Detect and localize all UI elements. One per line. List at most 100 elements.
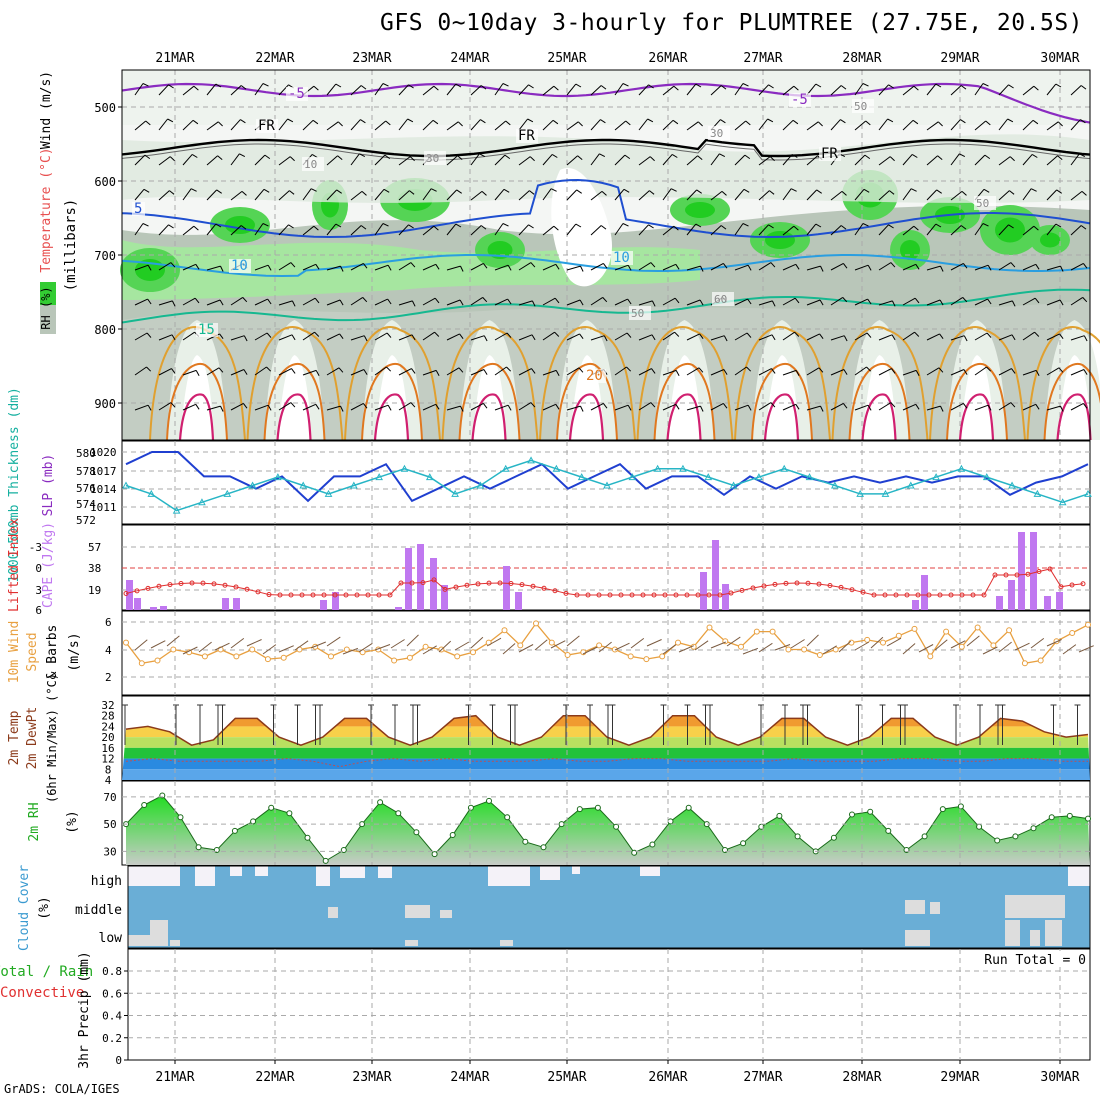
wind-barb-shaft — [614, 264, 629, 271]
wind-barb-shaft — [566, 83, 577, 96]
wind-barb-flag — [314, 297, 320, 304]
wind-barb-shaft — [830, 85, 842, 96]
wind-barb-shaft — [1022, 225, 1035, 236]
wind-barb-shaft — [470, 119, 481, 131]
wind-barb-shaft — [1022, 297, 1036, 306]
wind-barb-flag — [1010, 402, 1016, 408]
cloud-level-label: middle — [75, 903, 122, 918]
rh2m-marker — [849, 811, 855, 818]
wind10-marker — [958, 643, 965, 650]
wind-barb-shaft — [758, 300, 773, 306]
lifted-index-marker — [849, 587, 855, 593]
rh2m-marker — [268, 804, 275, 811]
wind-barb-flag — [554, 297, 560, 304]
cape-bar — [1018, 532, 1025, 610]
wind10-barb — [870, 636, 884, 649]
wind-barb-shaft — [950, 262, 964, 271]
temp-contour-30 — [861, 393, 897, 441]
wind-barb-flag — [1058, 367, 1064, 373]
wind-barb-flag — [891, 300, 896, 307]
wind-barb-shaft — [806, 265, 821, 271]
lifted-tick-label: 3 — [35, 584, 42, 597]
contour-label: FR — [258, 118, 275, 134]
wind-barb-flag — [888, 84, 894, 89]
wind-barb-shaft — [542, 263, 557, 271]
wind10-barb — [294, 640, 309, 651]
wind10-marker — [659, 653, 666, 660]
wind-barb-flag — [675, 264, 680, 270]
wind-barb-flag — [695, 83, 702, 88]
wind10-marker — [154, 657, 161, 664]
contour-label: 60 — [714, 293, 727, 306]
wind-barb-shaft — [422, 331, 435, 341]
wind-barb-flag — [313, 225, 319, 231]
lifted-index-marker — [123, 591, 129, 597]
wind-barb-flag — [266, 332, 272, 338]
wind-barb-flag — [985, 120, 991, 126]
wind-barb-shaft — [134, 154, 146, 166]
contour-label: 30 — [426, 152, 439, 165]
rh2m-marker — [286, 810, 293, 817]
temp-contour-30 — [1056, 393, 1092, 441]
wind-barb-shaft — [806, 405, 821, 411]
wind10-barb — [470, 636, 484, 649]
rh2m-marker — [885, 827, 892, 834]
wind-barb-flag — [720, 225, 727, 230]
wind-barb-shaft — [278, 262, 292, 271]
wind-barb-flag — [795, 404, 800, 410]
wind-barb-flag — [408, 224, 414, 229]
wind-barb-flag — [771, 368, 776, 374]
wind-barb-shaft — [326, 405, 341, 411]
thickness-marker — [906, 481, 915, 489]
cloud-high-clear — [540, 866, 560, 880]
wind-barb-flag — [816, 189, 822, 194]
thickness-marker — [729, 481, 738, 489]
wind-barb-shaft — [542, 225, 555, 236]
wind-barb-flag — [554, 331, 560, 337]
wind-barb-shaft — [254, 404, 269, 411]
thickness-marker — [780, 464, 789, 472]
wind-barb-shaft — [662, 154, 673, 166]
wind-barb-flag — [580, 405, 584, 412]
wind-barb-flag — [458, 367, 464, 373]
temp-contour-25 — [458, 363, 521, 441]
rh2m-marker — [649, 841, 656, 848]
wind-barb-flag — [866, 332, 872, 338]
wind10-marker — [470, 649, 476, 656]
wind-barb-flag — [502, 83, 509, 87]
wind10-marker — [785, 646, 792, 653]
wind-barb-shaft — [374, 264, 389, 271]
rh-very-dry-column — [277, 355, 312, 440]
temp-contour-30 — [471, 393, 507, 441]
contour-label-bg — [516, 129, 538, 143]
wind-barb-flag — [674, 297, 680, 304]
rh-dry-pocket — [551, 168, 612, 287]
wind10-barb — [902, 643, 916, 655]
wind-barb-flag — [843, 403, 848, 409]
wind-barb-shaft — [182, 263, 197, 271]
wind-barb-shaft — [158, 334, 173, 341]
wind-barb-flag — [409, 156, 415, 162]
wind-barb-shaft — [734, 154, 746, 166]
wind-barb-shaft — [734, 298, 748, 306]
wind-barb-shaft — [182, 297, 196, 306]
wind-barb-shaft — [446, 405, 461, 411]
wind-barb-flag — [843, 335, 848, 342]
wind-barb-shaft — [134, 264, 149, 271]
cloud-high-clear — [195, 866, 215, 886]
lifted-index-marker — [530, 583, 536, 589]
rh2m-marker — [576, 806, 583, 813]
temp-contour-10 — [121, 254, 1091, 278]
lifted-index-marker — [552, 588, 558, 594]
wind-barb-flag — [675, 370, 680, 376]
wind-barb-flag — [482, 263, 488, 269]
wind10-barbs — [134, 634, 1094, 655]
wind10-marker — [249, 646, 256, 653]
wind-barb-flag — [480, 85, 487, 90]
wind10-barb — [806, 634, 819, 647]
wind10-barb — [134, 639, 148, 651]
wind-barb-flag — [815, 223, 822, 228]
contour-label-bg — [708, 126, 730, 140]
wind-barb-flag — [984, 154, 991, 160]
wind-barb-flag — [168, 84, 174, 89]
